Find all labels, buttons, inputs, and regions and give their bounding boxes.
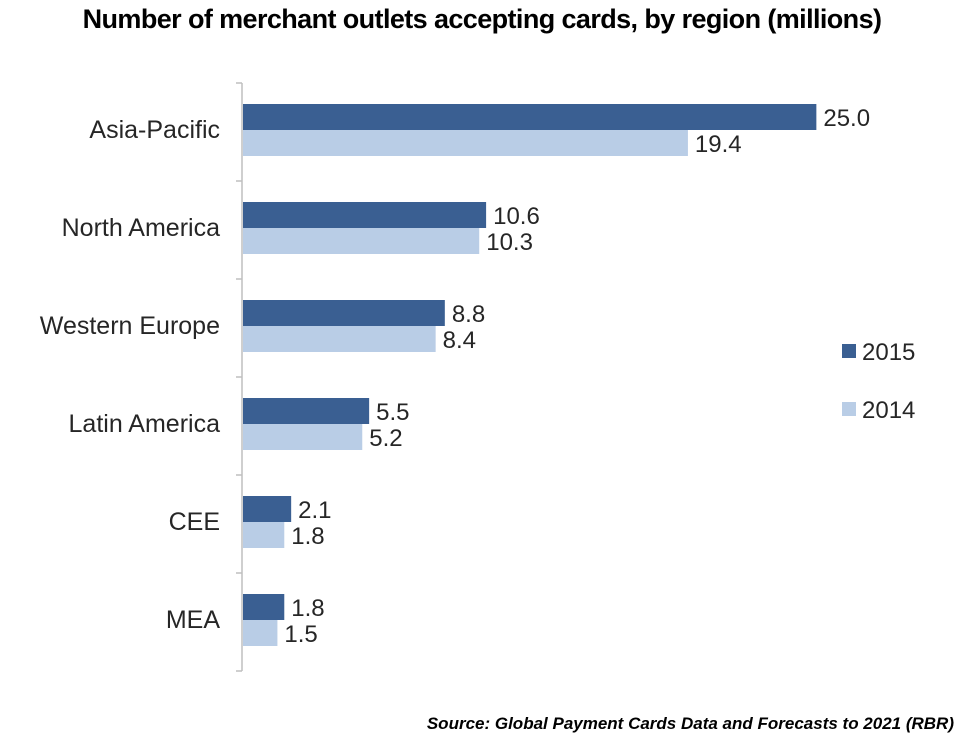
bar-2015 xyxy=(243,496,292,522)
category-label: Asia-Pacific xyxy=(89,116,220,144)
value-label: 19.4 xyxy=(695,131,742,158)
legend-swatch-2015 xyxy=(842,344,856,358)
bar-2014 xyxy=(243,326,436,352)
bar-2015 xyxy=(243,300,445,326)
bar-2014 xyxy=(243,130,688,156)
bar-2014 xyxy=(243,522,285,548)
bar-2015 xyxy=(243,398,370,424)
bar-2014 xyxy=(243,228,480,254)
category-label: Latin America xyxy=(69,410,221,438)
source-note: Source: Global Payment Cards Data and Fo… xyxy=(426,714,954,733)
value-label: 5.5 xyxy=(376,399,409,426)
value-label: 1.8 xyxy=(291,595,324,622)
bar-2014 xyxy=(243,620,278,646)
bar-2014 xyxy=(243,424,363,450)
chart-title: Number of merchant outlets accepting car… xyxy=(82,4,882,34)
value-label: 1.5 xyxy=(284,621,317,648)
legend-swatch-2014 xyxy=(842,402,856,416)
bar-2015 xyxy=(243,104,817,130)
bar-2015 xyxy=(243,594,285,620)
value-label: 8.8 xyxy=(452,301,485,328)
value-label: 10.3 xyxy=(486,229,533,256)
legend-label-2014: 2014 xyxy=(862,397,915,424)
bars-layer xyxy=(243,104,817,646)
axis-layer xyxy=(236,82,243,672)
value-label: 2.1 xyxy=(298,497,331,524)
legend: 2015 2014 xyxy=(842,339,915,424)
value-label: 1.8 xyxy=(291,523,324,550)
value-label: 8.4 xyxy=(443,327,476,354)
category-label: MEA xyxy=(166,606,221,634)
value-label: 5.2 xyxy=(369,425,402,452)
category-label: Western Europe xyxy=(40,312,220,340)
value-label: 25.0 xyxy=(823,105,870,132)
value-label: 10.6 xyxy=(493,203,540,230)
legend-label-2015: 2015 xyxy=(862,339,915,366)
bar-2015 xyxy=(243,202,487,228)
category-label: North America xyxy=(62,214,220,242)
labels-layer: Asia-Pacific 25.0 19.4 North America 10.610.… xyxy=(40,105,870,648)
category-label: CEE xyxy=(169,508,220,536)
